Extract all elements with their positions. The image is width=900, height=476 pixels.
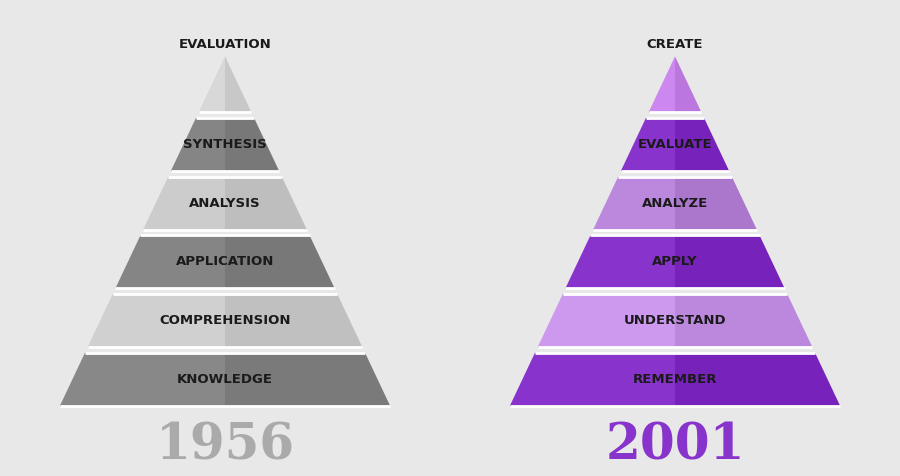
Polygon shape: [675, 294, 813, 347]
Polygon shape: [225, 236, 335, 288]
Polygon shape: [225, 353, 391, 406]
Polygon shape: [59, 353, 225, 406]
Text: APPLICATION: APPLICATION: [176, 256, 274, 268]
Polygon shape: [143, 177, 225, 230]
Polygon shape: [675, 56, 701, 112]
Polygon shape: [199, 56, 225, 112]
Polygon shape: [675, 118, 729, 171]
Text: EVALUATE: EVALUATE: [638, 138, 712, 151]
Text: 1956: 1956: [156, 422, 294, 471]
Text: KNOWLEDGE: KNOWLEDGE: [177, 373, 273, 386]
Polygon shape: [537, 294, 675, 347]
Polygon shape: [225, 177, 307, 230]
Polygon shape: [565, 236, 675, 288]
Text: REMEMBER: REMEMBER: [633, 373, 717, 386]
Polygon shape: [87, 294, 225, 347]
Polygon shape: [225, 294, 363, 347]
Text: ANALYZE: ANALYZE: [642, 197, 708, 210]
Polygon shape: [115, 236, 225, 288]
Text: SYNTHESIS: SYNTHESIS: [183, 138, 267, 151]
Polygon shape: [225, 56, 251, 112]
Text: EVALUATION: EVALUATION: [178, 38, 272, 51]
Polygon shape: [171, 118, 225, 171]
Polygon shape: [225, 118, 279, 171]
Text: COMPREHENSION: COMPREHENSION: [159, 314, 291, 327]
Polygon shape: [675, 236, 785, 288]
Text: ANALYSIS: ANALYSIS: [189, 197, 261, 210]
Polygon shape: [509, 353, 675, 406]
Text: 2001: 2001: [605, 422, 745, 471]
Polygon shape: [675, 353, 841, 406]
Text: CREATE: CREATE: [647, 38, 703, 51]
Polygon shape: [675, 177, 757, 230]
Text: APPLY: APPLY: [652, 256, 698, 268]
Polygon shape: [593, 177, 675, 230]
Polygon shape: [649, 56, 675, 112]
Text: UNDERSTAND: UNDERSTAND: [624, 314, 726, 327]
Polygon shape: [621, 118, 675, 171]
